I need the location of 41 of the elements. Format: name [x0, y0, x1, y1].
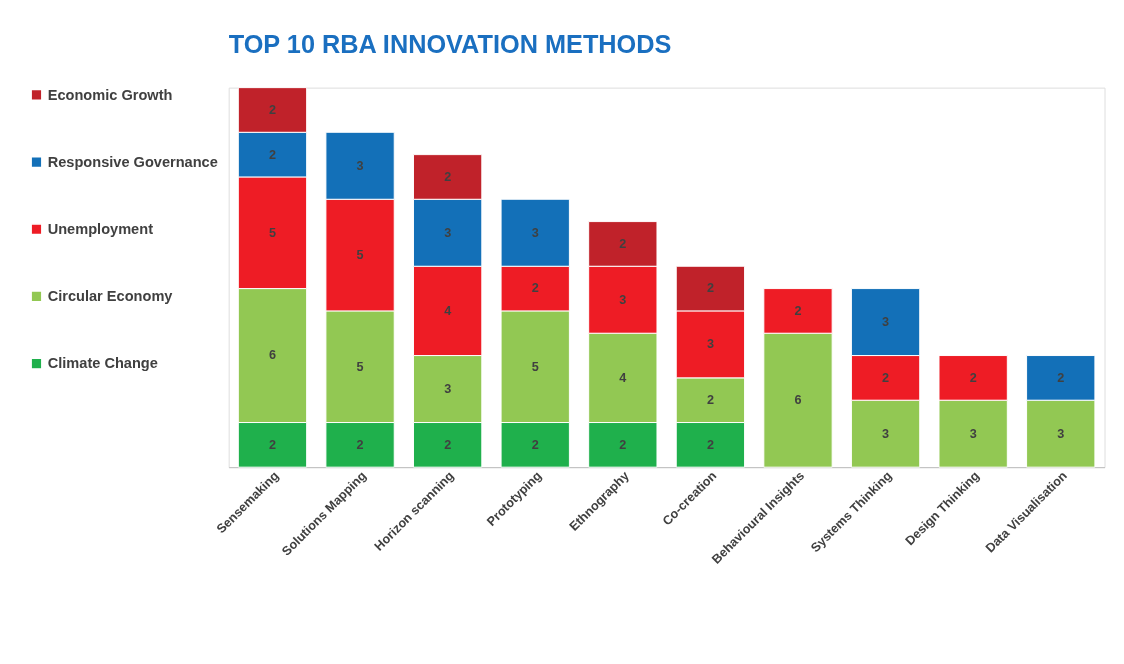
data-label: 3	[882, 314, 890, 329]
data-label: 2	[268, 102, 276, 117]
data-label: 3	[706, 337, 714, 352]
data-label: 2	[444, 169, 452, 184]
data-label: 2	[531, 281, 539, 296]
data-label: 2	[706, 393, 714, 408]
data-label: 2	[619, 437, 627, 452]
data-label: 2	[356, 437, 364, 452]
data-label: 3	[444, 225, 452, 240]
data-label: 2	[969, 370, 977, 385]
data-label: 5	[268, 225, 276, 240]
data-label: 5	[356, 359, 364, 374]
data-label: 2	[1057, 370, 1065, 385]
data-label: 2	[706, 281, 714, 296]
legend-label: Economic Growth	[47, 86, 173, 103]
data-label: 3	[969, 426, 977, 441]
legend-label: Climate Change	[47, 355, 158, 372]
data-label: 2	[619, 236, 627, 251]
data-label: 2	[444, 437, 452, 452]
data-label: 2	[706, 437, 714, 452]
data-label: 5	[531, 359, 539, 374]
data-label: 3	[1057, 426, 1065, 441]
data-label: 2	[531, 437, 539, 452]
legend-label: Unemployment	[47, 221, 154, 238]
data-label: 2	[794, 303, 802, 318]
data-label: 3	[356, 158, 364, 173]
data-label: 2	[882, 370, 890, 385]
legend-label: Circular Economy	[47, 288, 174, 305]
data-label: 2	[268, 147, 276, 162]
data-label: 3	[882, 426, 890, 441]
data-label: 3	[619, 292, 627, 307]
legend-label: Responsive Governance	[47, 153, 218, 170]
data-label: 3	[531, 225, 539, 240]
data-label: 4	[619, 370, 627, 385]
data-label: 6	[268, 348, 276, 363]
data-label: 3	[444, 381, 452, 396]
data-label: 6	[794, 393, 802, 408]
data-label: 5	[356, 247, 364, 262]
chart-title: TOP 10 RBA INNOVATION METHODS	[228, 30, 672, 59]
data-label: 4	[444, 303, 452, 318]
data-label: 2	[268, 437, 276, 452]
